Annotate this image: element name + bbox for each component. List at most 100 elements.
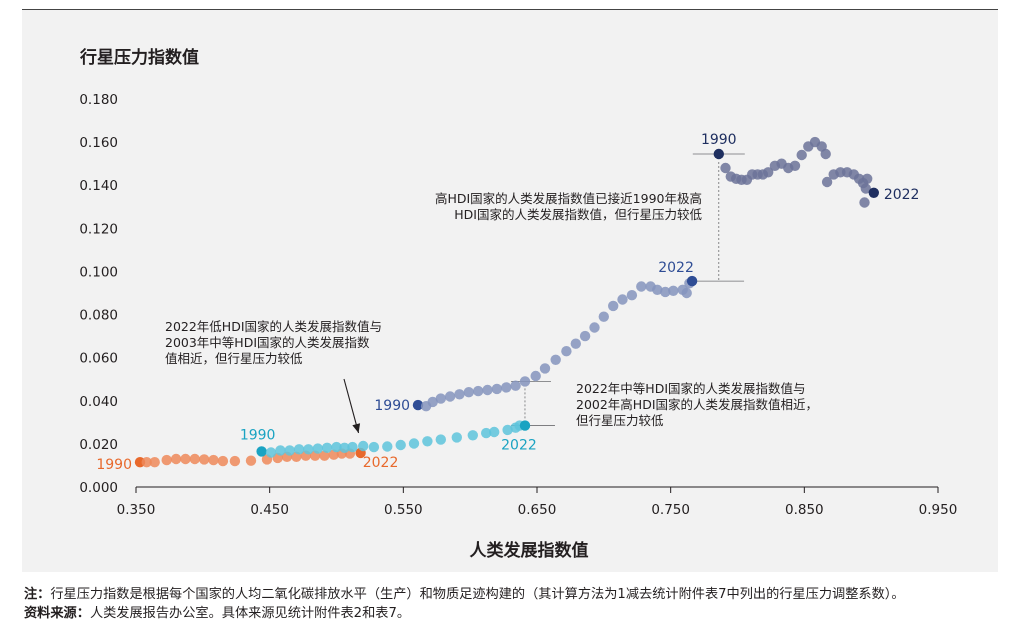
x-tick-label: 0.550 <box>384 502 423 518</box>
high-point <box>463 387 474 398</box>
low-point <box>170 453 182 465</box>
medium-point <box>502 424 513 436</box>
y-tick-label: 0.160 <box>79 135 118 151</box>
veryhigh-point <box>713 148 724 160</box>
medium-point <box>284 445 295 456</box>
low-start-label: 1990 <box>96 457 132 473</box>
high-point <box>444 391 456 402</box>
veryhigh-point <box>862 173 873 184</box>
y-tick-label: 0.120 <box>79 221 118 237</box>
medium-point <box>481 427 492 439</box>
planetary-pressure-scatter-chart: 行星压力指数值 人类发展指数值 0.350 0.450 0.550 0.650 0.75… <box>79 47 957 561</box>
medium-point <box>339 442 350 453</box>
high-point <box>539 363 551 374</box>
medium-point <box>422 436 433 447</box>
high-point <box>626 290 638 301</box>
annotation-line: 高HDI国家的人类发展指数值已接近1990年极高 <box>435 191 702 206</box>
high-point <box>686 275 698 287</box>
x-tick-label: 0.750 <box>651 502 690 518</box>
annotation-high-2022: 高HDI国家的人类发展指数值已接近1990年极高 HDI国家的人类发展指数值，但行… <box>435 191 703 222</box>
high-point <box>617 294 628 305</box>
high-point <box>652 284 663 295</box>
x-axis-title: 人类发展指数值 <box>470 540 589 561</box>
note-line: 注：行星压力指数是根据每个国家的人均二氧化碳排放水平（生产）和物质足迹构建的（其… <box>24 585 1014 604</box>
x-tick-label: 0.450 <box>250 502 289 518</box>
y-tick-label: 0.140 <box>79 178 118 194</box>
chart-panel: 行星压力指数值 人类发展指数值 0.350 0.450 0.550 0.650 0.75… <box>22 10 998 572</box>
medium-point <box>489 426 500 438</box>
low-point <box>141 457 152 468</box>
high-start-label: 1990 <box>374 398 410 414</box>
medium-point <box>312 443 323 454</box>
high-point <box>491 383 503 395</box>
y-tick-label: 0.000 <box>79 480 118 496</box>
high-point <box>589 322 600 333</box>
low-point <box>199 454 210 465</box>
medium-point <box>331 441 342 453</box>
annotation-line: 2003年中等HDI国家的人类发展指数 <box>165 335 370 350</box>
veryhigh-point <box>859 197 870 208</box>
veryhigh-start-label: 1990 <box>701 132 737 148</box>
high-point <box>561 346 572 357</box>
source-text: 人类发展报告办公室。具体来源见统计附件表2和表7。 <box>89 606 411 621</box>
veryhigh-point <box>860 183 871 194</box>
medium-point <box>395 439 406 451</box>
medium-point <box>293 444 305 455</box>
medium-point <box>435 434 446 445</box>
high-end-label: 2022 <box>658 260 694 276</box>
high-point <box>454 389 465 400</box>
low-point <box>161 454 172 466</box>
data-points <box>134 136 879 468</box>
low-point <box>319 450 330 461</box>
medium-point <box>408 438 420 449</box>
low-point <box>208 454 219 466</box>
medium-point <box>467 430 478 441</box>
high-point <box>681 287 692 299</box>
y-axis-title: 行星压力指数值 <box>79 47 199 68</box>
high-point <box>435 393 446 404</box>
medium-point <box>519 420 531 431</box>
high-point <box>550 354 561 365</box>
footnote: 注：行星压力指数是根据每个国家的人均二氧化碳排放水平（生产）和物质足迹构建的（其… <box>24 585 1014 623</box>
annotation-line: 2022年中等HDI国家的人类发展指数值与 <box>576 381 806 396</box>
low-end-label: 2022 <box>363 455 399 471</box>
low-point <box>217 455 229 467</box>
annotation-arrow <box>343 378 360 434</box>
annotation-line: 2022年低HDI国家的人类发展指数值与 <box>165 319 382 334</box>
high-point <box>570 338 581 349</box>
medium-point <box>256 446 267 457</box>
high-point <box>598 311 609 322</box>
high-point <box>519 376 531 387</box>
high-point <box>510 380 521 391</box>
x-tick-label: 0.650 <box>518 502 557 518</box>
low-point <box>149 457 160 468</box>
veryhigh-point <box>720 162 731 174</box>
medium-point <box>382 441 393 452</box>
annotation-line: 2002年高HDI国家的人类发展指数值相近， <box>576 397 818 412</box>
medium-start-label: 1990 <box>240 427 276 443</box>
medium-end-label: 2022 <box>501 438 537 454</box>
medium-point <box>321 442 333 453</box>
y-tick-label: 0.020 <box>79 437 118 453</box>
veryhigh-point <box>868 187 879 198</box>
annotation-medium-2022: 2022年中等HDI国家的人类发展指数值与 2002年高HDI国家的人类发展指数值… <box>576 381 818 428</box>
y-tick-label: 0.080 <box>79 308 118 324</box>
medium-point <box>368 441 380 453</box>
annotation-arrowhead <box>352 423 361 433</box>
medium-point <box>347 441 358 453</box>
high-point <box>636 281 647 292</box>
high-point <box>668 285 679 296</box>
note-label: 注： <box>24 587 51 602</box>
source-line: 资料来源：人类发展报告办公室。具体来源见统计附件表2和表7。 <box>24 604 1014 623</box>
high-point <box>482 384 493 396</box>
high-point <box>412 399 424 411</box>
x-tick-label: 0.850 <box>785 502 824 518</box>
medium-point <box>358 440 369 452</box>
y-tick-label: 0.180 <box>79 92 118 108</box>
source-label: 资料来源： <box>24 606 90 621</box>
veryhigh-point <box>763 167 774 178</box>
high-point <box>660 286 671 298</box>
note-text: 行星压力指数是根据每个国家的人均二氧化碳排放水平（生产）和物质足迹构建的（其计算… <box>50 587 905 602</box>
veryhigh-point <box>789 160 801 171</box>
veryhigh-point <box>796 149 807 161</box>
